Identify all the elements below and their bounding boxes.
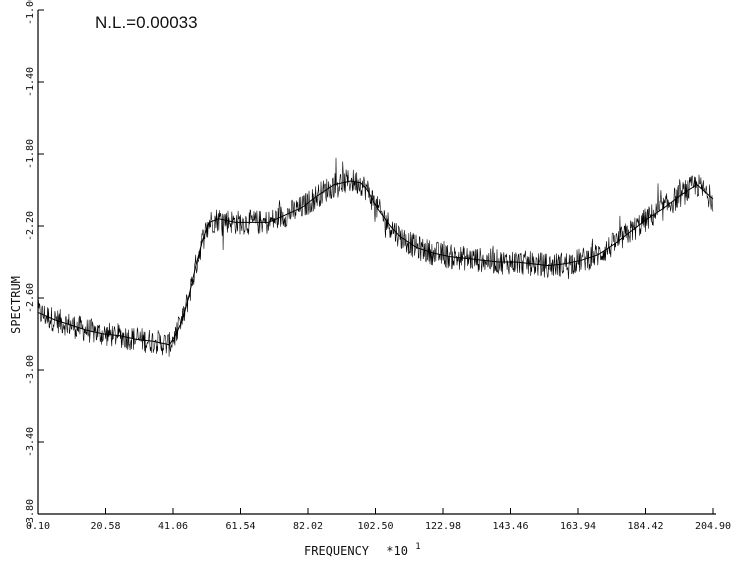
x-tick-label: 61.54 bbox=[225, 521, 255, 532]
y-tick-label: -2.20 bbox=[25, 211, 36, 241]
y-tick-label: -3.40 bbox=[25, 427, 36, 457]
x-tick-label: 143.46 bbox=[492, 521, 528, 532]
y-tick-label: -3.80 bbox=[25, 499, 36, 529]
x-tick-label: 122.98 bbox=[425, 521, 461, 532]
x-axis-title-exponent: 1 bbox=[415, 542, 420, 552]
x-tick-label: 102.50 bbox=[357, 521, 393, 532]
y-tick-label: -3.00 bbox=[25, 355, 36, 385]
annotation-label: N.L.=0.00033 bbox=[95, 13, 198, 32]
series-noise-trace bbox=[37, 157, 714, 357]
x-axis-title-main: FREQUENCY bbox=[304, 544, 370, 558]
x-axis-title: FREQUENCY *10 1 bbox=[304, 542, 421, 558]
y-tick-label: -1.40 bbox=[25, 67, 36, 97]
y-tick-label: -2.60 bbox=[25, 283, 36, 313]
y-ticks: -1.00 -1.40 -1.80 -2.20 -2.60 -3.00 -3.40 -3.80 bbox=[25, 0, 44, 529]
x-tick-label: 0.10 bbox=[26, 521, 50, 532]
x-ticks: 0.10 20.58 41.06 61.54 82.02 102.50 122.98 143.… bbox=[26, 508, 731, 532]
y-axis-title: SPECTRUM bbox=[9, 276, 23, 334]
axes bbox=[37, 10, 716, 515]
x-tick-label: 82.02 bbox=[293, 521, 323, 532]
x-tick-label: 163.94 bbox=[560, 521, 596, 532]
x-tick-label: 204.90 bbox=[695, 521, 731, 532]
noise-layer bbox=[37, 157, 714, 357]
x-tick-label: 41.06 bbox=[158, 521, 188, 532]
x-axis-title-suffix: *10 bbox=[386, 544, 408, 558]
x-tick-label: 20.58 bbox=[90, 521, 120, 532]
x-tick-label: 184.42 bbox=[627, 521, 663, 532]
y-tick-label: -1.80 bbox=[25, 139, 36, 169]
series-line bbox=[37, 180, 714, 346]
y-tick-label: -1.00 bbox=[25, 0, 36, 25]
